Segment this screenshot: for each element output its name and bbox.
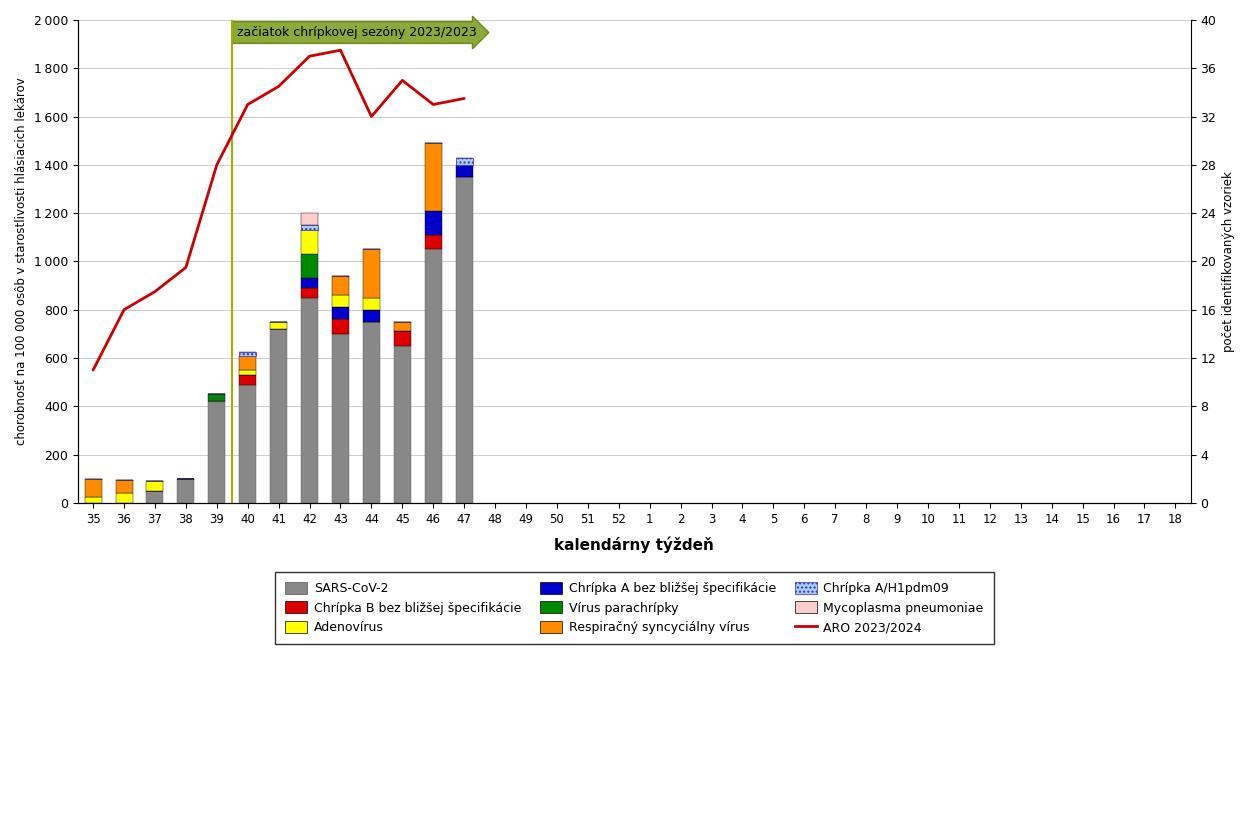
Bar <box>301 213 318 225</box>
Bar <box>239 370 256 375</box>
Bar <box>239 352 256 355</box>
Bar <box>146 481 164 491</box>
Bar <box>332 307 349 319</box>
Bar <box>115 493 132 502</box>
Bar <box>362 297 380 310</box>
Bar <box>301 288 318 297</box>
Bar <box>301 254 318 279</box>
Bar <box>425 249 441 502</box>
Bar <box>456 165 472 177</box>
Bar <box>209 394 225 401</box>
Bar <box>362 310 380 322</box>
Bar <box>239 375 256 385</box>
Bar <box>301 279 318 288</box>
Bar <box>85 479 101 497</box>
Bar <box>85 497 101 502</box>
Bar <box>425 211 441 234</box>
Bar <box>301 230 318 254</box>
Bar <box>425 143 441 211</box>
Bar <box>394 346 411 502</box>
Bar <box>209 401 225 502</box>
Bar <box>332 319 349 334</box>
Legend: SARS-CoV-2, Chrípka B bez bližšej špecifikácie, Adenovírus, Chrípka A bez bližše: SARS-CoV-2, Chrípka B bez bližšej špecif… <box>275 572 994 644</box>
Y-axis label: chorobnosť na 100 000 osôb v starostlivosti hlásiacich lekárov: chorobnosť na 100 000 osôb v starostlivo… <box>15 78 28 445</box>
Bar <box>270 322 288 329</box>
Text: začiatok chrípkovej sezóny 2023/2023: začiatok chrípkovej sezóny 2023/2023 <box>238 26 476 39</box>
Bar <box>332 334 349 502</box>
Bar <box>239 355 256 370</box>
Y-axis label: počet identifikovaných vzoriek: počet identifikovaných vzoriek <box>1222 171 1235 352</box>
Bar <box>394 322 411 332</box>
Bar <box>115 480 132 493</box>
Bar <box>146 491 164 502</box>
Bar <box>394 332 411 346</box>
Bar <box>270 329 288 502</box>
Bar <box>456 177 472 502</box>
Bar <box>239 385 256 502</box>
Bar <box>362 322 380 502</box>
Bar <box>301 297 318 502</box>
Bar <box>332 276 349 295</box>
Bar <box>362 249 380 297</box>
X-axis label: kalendárny týždeň: kalendárny týždeň <box>554 537 714 553</box>
Bar <box>332 295 349 307</box>
Bar <box>425 234 441 249</box>
Bar <box>177 479 195 502</box>
Bar <box>301 225 318 230</box>
Bar <box>456 158 472 165</box>
